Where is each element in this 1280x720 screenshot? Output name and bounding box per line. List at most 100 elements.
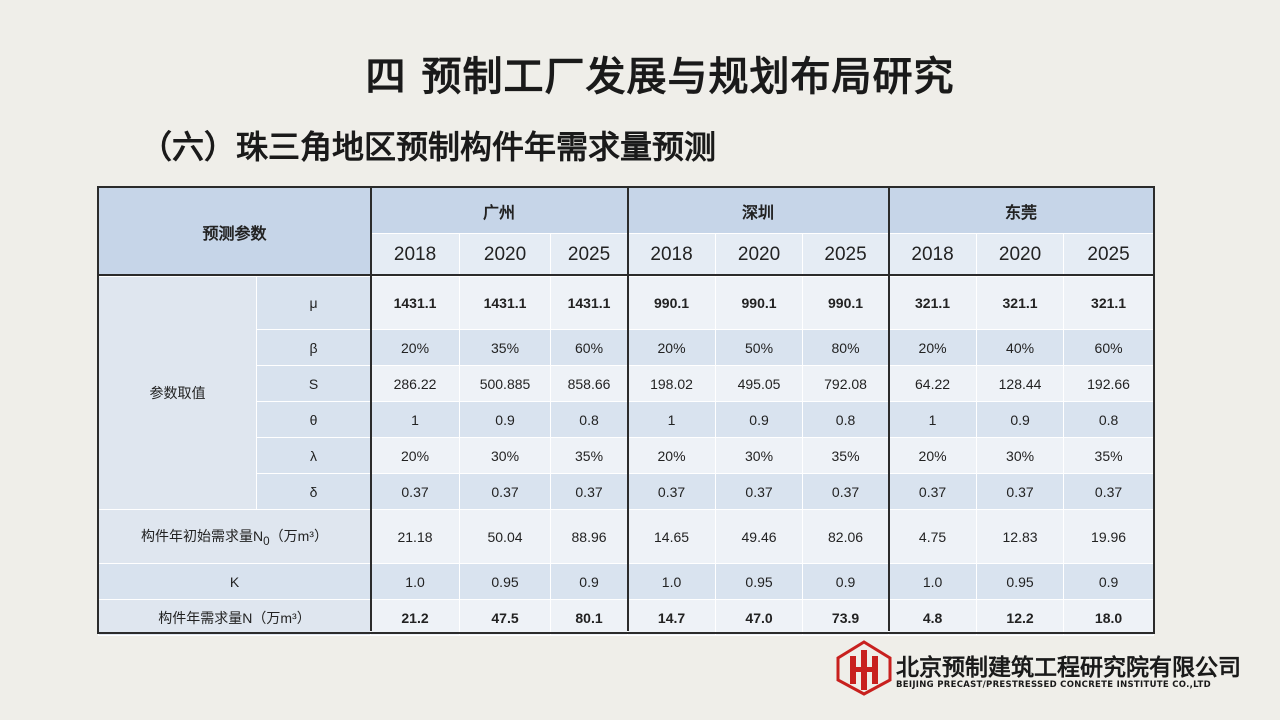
header-row-cities: 预测参数 广州 深圳 东莞 — [97, 187, 1155, 277]
table-cell: 0.37 — [459, 473, 552, 510]
row-label-n0: 构件年初始需求量N0（万m³） — [97, 509, 372, 564]
table-cell: 0.8 — [802, 401, 890, 438]
table-row-n0: 构件年初始需求量N0（万m³） 21.18 50.04 88.96 14.65 … — [97, 509, 1155, 564]
city-header-dongguan: 东莞 — [888, 187, 1155, 234]
table-cell: 30% — [459, 437, 552, 474]
table-cell: 18.0 — [1063, 599, 1155, 636]
table-cell: 19.96 — [1063, 509, 1155, 564]
year-header: 2025 — [802, 233, 890, 277]
table-cell: 321.1 — [888, 276, 978, 330]
table-cell: 20% — [370, 437, 461, 474]
table-cell: 21.2 — [370, 599, 461, 636]
company-logo-icon — [836, 640, 892, 696]
table-cell: 30% — [715, 437, 804, 474]
table-cell: 20% — [888, 437, 978, 474]
table-cell: 1431.1 — [459, 276, 552, 330]
table-cell: 792.08 — [802, 365, 890, 402]
page-title: 四 预制工厂发展与规划布局研究 — [365, 54, 955, 100]
table-cell: 1.0 — [888, 563, 978, 600]
header-divider — [98, 274, 1153, 276]
table-cell: 1.0 — [627, 563, 717, 600]
table-cell: 286.22 — [370, 365, 461, 402]
table-cell: 0.9 — [550, 563, 629, 600]
table-cell: 12.2 — [976, 599, 1065, 636]
table-cell: 0.95 — [715, 563, 804, 600]
table-cell: 192.66 — [1063, 365, 1155, 402]
table-cell: 0.95 — [976, 563, 1065, 600]
param-symbol-delta: δ — [255, 473, 372, 510]
table-cell: 1431.1 — [370, 276, 461, 330]
table-cell: 80% — [802, 329, 890, 366]
table-cell: 12.83 — [976, 509, 1065, 564]
table-cell: 50% — [715, 329, 804, 366]
year-header: 2025 — [1063, 233, 1155, 277]
table-cell: 14.7 — [627, 599, 717, 636]
table-cell: 0.37 — [370, 473, 461, 510]
table-cell: 64.22 — [888, 365, 978, 402]
table-cell: 500.885 — [459, 365, 552, 402]
table-cell: 0.95 — [459, 563, 552, 600]
param-symbol-beta: β — [255, 329, 372, 366]
year-header: 2018 — [370, 233, 461, 277]
year-header: 2025 — [550, 233, 629, 277]
table-cell: 0.37 — [550, 473, 629, 510]
table-cell: 20% — [888, 329, 978, 366]
table-cell: 35% — [550, 437, 629, 474]
table-cell: 0.9 — [459, 401, 552, 438]
table-cell: 88.96 — [550, 509, 629, 564]
table-cell: 35% — [459, 329, 552, 366]
city-header-guangzhou: 广州 — [370, 187, 629, 234]
table-cell: 0.9 — [802, 563, 890, 600]
table-row-n: 构件年需求量N（万m³） 21.2 47.5 80.1 14.7 47.0 73… — [97, 599, 1155, 636]
table-cell: 20% — [370, 329, 461, 366]
table-cell: 0.8 — [550, 401, 629, 438]
year-header: 2020 — [459, 233, 552, 277]
table-cell: 82.06 — [802, 509, 890, 564]
table-cell: 1431.1 — [550, 276, 629, 330]
table-cell: 990.1 — [802, 276, 890, 330]
table-cell: 0.37 — [627, 473, 717, 510]
table-cell: 495.05 — [715, 365, 804, 402]
table-cell: 4.8 — [888, 599, 978, 636]
table-cell: 1 — [370, 401, 461, 438]
table-cell: 50.04 — [459, 509, 552, 564]
section-subtitle: （六）珠三角地区预制构件年需求量预测 — [140, 128, 717, 166]
table-cell: 20% — [627, 437, 717, 474]
city-header-shenzhen: 深圳 — [627, 187, 890, 234]
table-cell: 21.18 — [370, 509, 461, 564]
table-cell: 80.1 — [550, 599, 629, 636]
table-cell: 858.66 — [550, 365, 629, 402]
table-cell: 40% — [976, 329, 1065, 366]
n0-label-suffix: （万m³） — [269, 527, 328, 544]
year-header: 2020 — [976, 233, 1065, 277]
table-cell: 0.37 — [888, 473, 978, 510]
header-row-years: 2018 2020 2025 2018 2020 2025 2018 2020 … — [99, 233, 1155, 277]
table-cell: 321.1 — [976, 276, 1065, 330]
table-cell: 990.1 — [715, 276, 804, 330]
table-cell: 0.37 — [802, 473, 890, 510]
table-cell: 321.1 — [1063, 276, 1155, 330]
param-symbol-theta: θ — [255, 401, 372, 438]
param-group-label: 参数取值 — [98, 276, 257, 510]
company-name-en: BEIJING PRECAST/PRESTRESSED CONCRETE INS… — [896, 680, 1211, 690]
table-row-delta: δ 0.37 0.37 0.37 0.37 0.37 0.37 0.37 0.3… — [99, 473, 1155, 510]
table-cell: 4.75 — [888, 509, 978, 564]
row-label-k: K — [97, 563, 372, 600]
year-header: 2018 — [627, 233, 717, 277]
table-cell: 0.9 — [1063, 563, 1155, 600]
table-cell: 60% — [1063, 329, 1155, 366]
table-cell: 73.9 — [802, 599, 890, 636]
column-divider — [627, 187, 629, 631]
column-divider — [888, 187, 890, 631]
table-cell: 0.9 — [976, 401, 1065, 438]
table-cell: 1.0 — [370, 563, 461, 600]
table-row-s: S 286.22 500.885 858.66 198.02 495.05 79… — [99, 365, 1155, 402]
table-row-theta: θ 1 0.9 0.8 1 0.9 0.8 1 0.9 0.8 — [99, 401, 1155, 438]
company-name-cn: 北京预制建筑工程研究院有限公司 — [896, 655, 1241, 681]
table-cell: 1 — [888, 401, 978, 438]
param-symbol-mu: μ — [255, 276, 372, 330]
param-symbol-s: S — [255, 365, 372, 402]
table-cell: 47.0 — [715, 599, 804, 636]
table-cell: 49.46 — [715, 509, 804, 564]
table-cell: 0.9 — [715, 401, 804, 438]
